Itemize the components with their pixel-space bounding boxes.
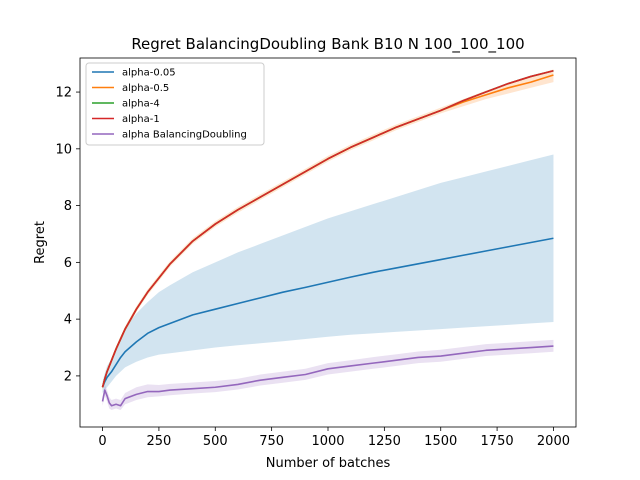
band-alpha-balancingdoubling: [102, 339, 554, 410]
series-line-alpha-0-05: [101, 237, 554, 388]
y-tick-label: 8: [64, 199, 72, 214]
legend-box: [85, 62, 265, 146]
y-tick-label: 2: [64, 369, 72, 384]
y-tick-label: 4: [64, 313, 72, 328]
legend: alpha-0.05 alpha-0.5 alpha-4 alpha-1 alpha B…: [85, 62, 265, 146]
y-tick-label: 6: [64, 256, 72, 271]
y-axis-ticks: 2 4 6 8 10 12: [55, 86, 80, 384]
x-tick-label: 500: [203, 434, 228, 449]
x-axis-label: Number of batches: [266, 456, 391, 471]
series-line-alpha-1: [101, 69, 554, 388]
y-tick-label: 12: [55, 86, 72, 101]
band-alpha-0-05: [102, 154, 554, 393]
legend-label-alpha-0-5: alpha-0.5: [122, 83, 169, 94]
x-tick-label: 1750: [481, 434, 514, 449]
legend-label-alpha-0-05: alpha-0.05: [122, 68, 176, 79]
y-axis-label: Regret: [33, 221, 48, 264]
legend-label-alpha-1: alpha-1: [122, 114, 160, 125]
confidence-bands: [102, 69, 554, 410]
legend-label-alpha-balancingdoubling: alpha BalancingDoubling: [122, 130, 247, 141]
x-tick-label: 2000: [537, 434, 570, 449]
x-tick-label: 1250: [368, 434, 401, 449]
x-tick-label: 1500: [424, 434, 457, 449]
series-lines: [101, 69, 554, 407]
x-axis-ticks: 0 250 500 750 1000 1250 1500 1750 2000: [98, 427, 570, 449]
x-tick-label: 250: [146, 434, 171, 449]
x-tick-label: 0: [98, 434, 106, 449]
series-line-alpha-balancingdoubling: [101, 345, 554, 407]
x-tick-label: 1000: [311, 434, 344, 449]
y-tick-label: 10: [55, 142, 72, 157]
x-tick-label: 750: [259, 434, 284, 449]
legend-label-alpha-4: alpha-4: [122, 99, 160, 110]
chart-title: Regret BalancingDoubling Bank B10 N 100_…: [131, 35, 524, 54]
